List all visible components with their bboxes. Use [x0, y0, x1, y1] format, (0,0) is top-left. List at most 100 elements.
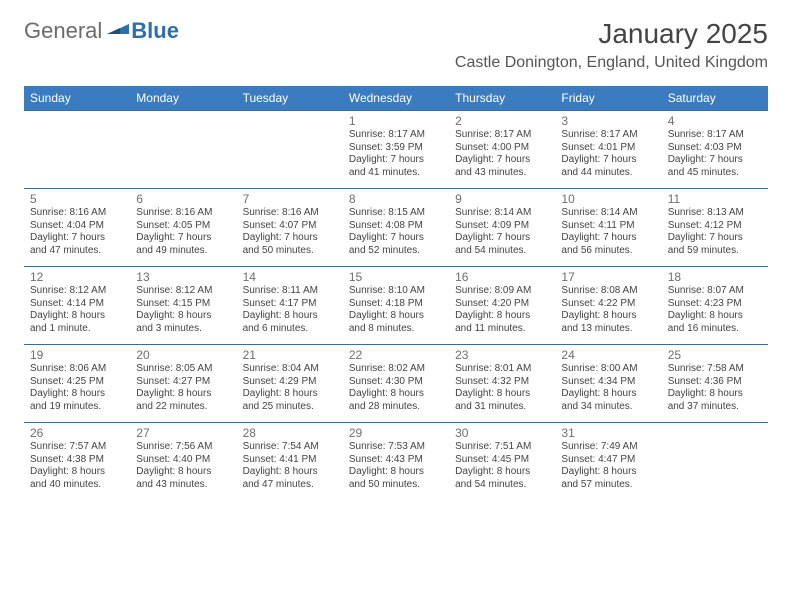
day-details: Sunrise: 8:09 AMSunset: 4:20 PMDaylight:… — [455, 285, 549, 335]
day-details: Sunrise: 8:05 AMSunset: 4:27 PMDaylight:… — [136, 363, 230, 413]
day-number: 19 — [30, 348, 124, 362]
day-detail-line: Daylight: 8 hours — [455, 310, 549, 323]
day-detail-line: Sunset: 4:45 PM — [455, 454, 549, 467]
day-detail-line: Sunrise: 7:51 AM — [455, 441, 549, 454]
day-detail-line: and 49 minutes. — [136, 245, 230, 258]
day-detail-line: Sunset: 4:32 PM — [455, 376, 549, 389]
day-detail-line: Sunrise: 8:13 AM — [668, 207, 762, 220]
day-details: Sunrise: 8:02 AMSunset: 4:30 PMDaylight:… — [349, 363, 443, 413]
calendar-week-row: 19Sunrise: 8:06 AMSunset: 4:25 PMDayligh… — [24, 345, 768, 423]
calendar-day-cell — [24, 111, 130, 189]
calendar-day-cell: 9Sunrise: 8:14 AMSunset: 4:09 PMDaylight… — [449, 189, 555, 267]
calendar-day-cell: 1Sunrise: 8:17 AMSunset: 3:59 PMDaylight… — [343, 111, 449, 189]
day-detail-line: Sunset: 4:38 PM — [30, 454, 124, 467]
day-detail-line: Daylight: 8 hours — [561, 310, 655, 323]
day-detail-line: and 13 minutes. — [561, 323, 655, 336]
day-details: Sunrise: 8:17 AMSunset: 4:01 PMDaylight:… — [561, 129, 655, 179]
calendar-day-cell: 13Sunrise: 8:12 AMSunset: 4:15 PMDayligh… — [130, 267, 236, 345]
day-details: Sunrise: 8:10 AMSunset: 4:18 PMDaylight:… — [349, 285, 443, 335]
day-details: Sunrise: 8:12 AMSunset: 4:15 PMDaylight:… — [136, 285, 230, 335]
day-detail-line: Sunset: 4:07 PM — [243, 220, 337, 233]
day-detail-line: Daylight: 8 hours — [349, 310, 443, 323]
day-details: Sunrise: 8:04 AMSunset: 4:29 PMDaylight:… — [243, 363, 337, 413]
day-detail-line: Daylight: 8 hours — [30, 388, 124, 401]
day-detail-line: Daylight: 7 hours — [349, 154, 443, 167]
day-detail-line: Sunset: 4:18 PM — [349, 298, 443, 311]
day-detail-line: Sunrise: 8:01 AM — [455, 363, 549, 376]
day-detail-line: Daylight: 8 hours — [455, 388, 549, 401]
day-detail-line: Sunset: 4:11 PM — [561, 220, 655, 233]
day-details: Sunrise: 8:17 AMSunset: 4:03 PMDaylight:… — [668, 129, 762, 179]
day-detail-line: Daylight: 7 hours — [455, 154, 549, 167]
day-detail-line: Sunset: 4:47 PM — [561, 454, 655, 467]
day-detail-line: Sunset: 4:00 PM — [455, 142, 549, 155]
day-number: 20 — [136, 348, 230, 362]
day-number: 14 — [243, 270, 337, 284]
logo-flag-icon — [107, 20, 129, 43]
day-detail-line: Sunrise: 8:12 AM — [30, 285, 124, 298]
day-detail-line: Sunrise: 8:04 AM — [243, 363, 337, 376]
day-details: Sunrise: 8:12 AMSunset: 4:14 PMDaylight:… — [30, 285, 124, 335]
day-detail-line: Sunrise: 8:06 AM — [30, 363, 124, 376]
day-detail-line: Sunrise: 8:16 AM — [243, 207, 337, 220]
day-detail-line: Sunrise: 8:12 AM — [136, 285, 230, 298]
day-detail-line: Sunset: 4:40 PM — [136, 454, 230, 467]
day-number: 31 — [561, 426, 655, 440]
day-detail-line: Sunrise: 8:17 AM — [455, 129, 549, 142]
day-number: 2 — [455, 114, 549, 128]
day-detail-line: Daylight: 8 hours — [561, 466, 655, 479]
day-detail-line: Sunrise: 8:11 AM — [243, 285, 337, 298]
day-detail-line: Sunset: 4:25 PM — [30, 376, 124, 389]
day-detail-line: Sunrise: 7:53 AM — [349, 441, 443, 454]
calendar-day-cell: 24Sunrise: 8:00 AMSunset: 4:34 PMDayligh… — [555, 345, 661, 423]
day-detail-line: Daylight: 7 hours — [561, 154, 655, 167]
day-detail-line: and 50 minutes. — [243, 245, 337, 258]
day-number: 24 — [561, 348, 655, 362]
calendar-day-cell: 28Sunrise: 7:54 AMSunset: 4:41 PMDayligh… — [237, 423, 343, 501]
day-detail-line: Sunrise: 8:17 AM — [668, 129, 762, 142]
day-detail-line: and 47 minutes. — [30, 245, 124, 258]
day-detail-line: and 45 minutes. — [668, 167, 762, 180]
calendar-day-cell: 31Sunrise: 7:49 AMSunset: 4:47 PMDayligh… — [555, 423, 661, 501]
day-number: 29 — [349, 426, 443, 440]
day-number: 25 — [668, 348, 762, 362]
day-detail-line: and 25 minutes. — [243, 401, 337, 414]
day-detail-line: Sunrise: 8:09 AM — [455, 285, 549, 298]
day-detail-line: and 41 minutes. — [349, 167, 443, 180]
day-detail-line: Sunrise: 8:14 AM — [455, 207, 549, 220]
day-number: 1 — [349, 114, 443, 128]
day-number: 28 — [243, 426, 337, 440]
day-detail-line: Sunset: 4:08 PM — [349, 220, 443, 233]
day-detail-line: Sunset: 4:05 PM — [136, 220, 230, 233]
day-number: 7 — [243, 192, 337, 206]
day-details: Sunrise: 8:16 AMSunset: 4:07 PMDaylight:… — [243, 207, 337, 257]
logo-text-blue: Blue — [131, 18, 179, 44]
day-details: Sunrise: 7:57 AMSunset: 4:38 PMDaylight:… — [30, 441, 124, 491]
day-number: 23 — [455, 348, 549, 362]
day-details: Sunrise: 8:13 AMSunset: 4:12 PMDaylight:… — [668, 207, 762, 257]
day-details: Sunrise: 8:11 AMSunset: 4:17 PMDaylight:… — [243, 285, 337, 335]
calendar-day-cell: 17Sunrise: 8:08 AMSunset: 4:22 PMDayligh… — [555, 267, 661, 345]
day-detail-line: Sunset: 4:43 PM — [349, 454, 443, 467]
day-detail-line: Sunset: 4:14 PM — [30, 298, 124, 311]
day-details: Sunrise: 8:14 AMSunset: 4:09 PMDaylight:… — [455, 207, 549, 257]
day-detail-line: and 40 minutes. — [30, 479, 124, 492]
day-detail-line: Daylight: 8 hours — [136, 388, 230, 401]
calendar-day-cell: 2Sunrise: 8:17 AMSunset: 4:00 PMDaylight… — [449, 111, 555, 189]
col-header: Thursday — [449, 86, 555, 111]
calendar-day-cell: 18Sunrise: 8:07 AMSunset: 4:23 PMDayligh… — [662, 267, 768, 345]
day-detail-line: and 54 minutes. — [455, 245, 549, 258]
day-detail-line: Daylight: 8 hours — [668, 388, 762, 401]
day-detail-line: Daylight: 7 hours — [243, 232, 337, 245]
day-detail-line: and 59 minutes. — [668, 245, 762, 258]
logo: General Blue — [24, 18, 179, 44]
calendar-body: 1Sunrise: 8:17 AMSunset: 3:59 PMDaylight… — [24, 111, 768, 501]
day-detail-line: and 52 minutes. — [349, 245, 443, 258]
day-details: Sunrise: 8:17 AMSunset: 3:59 PMDaylight:… — [349, 129, 443, 179]
day-detail-line: Daylight: 8 hours — [30, 310, 124, 323]
day-detail-line: and 11 minutes. — [455, 323, 549, 336]
day-detail-line: Sunrise: 8:02 AM — [349, 363, 443, 376]
day-number: 21 — [243, 348, 337, 362]
day-detail-line: and 34 minutes. — [561, 401, 655, 414]
calendar-day-cell: 25Sunrise: 7:58 AMSunset: 4:36 PMDayligh… — [662, 345, 768, 423]
